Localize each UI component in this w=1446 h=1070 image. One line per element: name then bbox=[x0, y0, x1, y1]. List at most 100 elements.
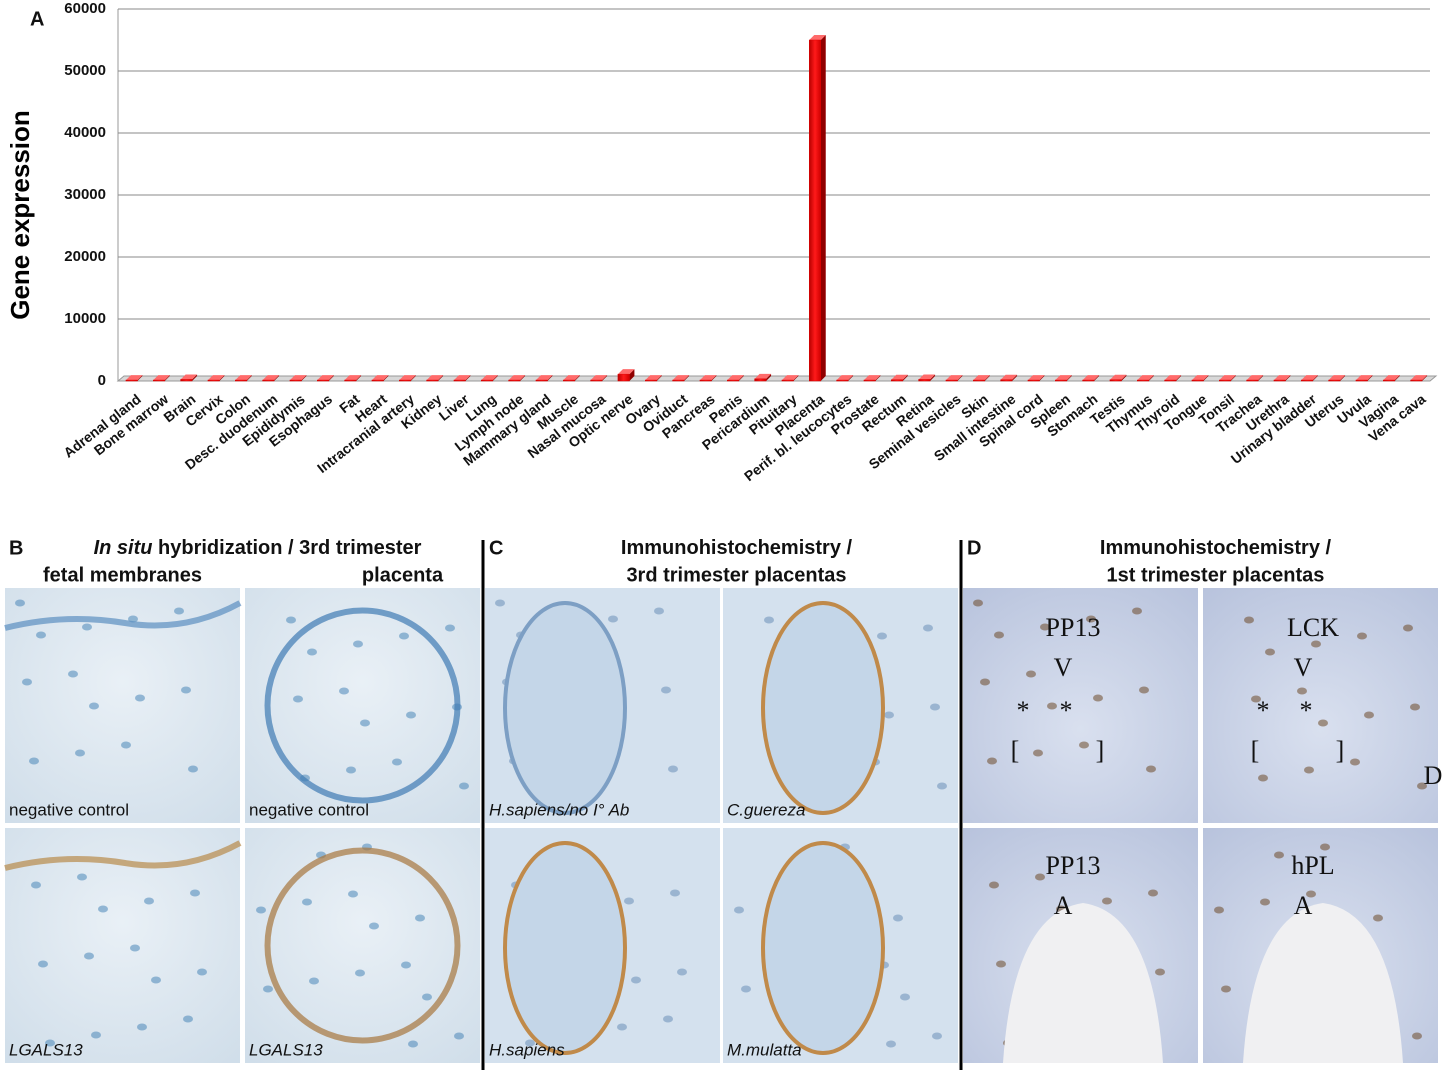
cell bbox=[893, 914, 903, 922]
bar-side bbox=[1340, 375, 1346, 381]
bar bbox=[153, 379, 165, 382]
cell bbox=[654, 607, 664, 615]
bar-top bbox=[1164, 375, 1182, 381]
bar bbox=[481, 379, 493, 382]
cell bbox=[764, 616, 774, 624]
image-caption: C.guereza bbox=[727, 800, 805, 819]
bar-side bbox=[1258, 375, 1264, 381]
bar bbox=[1137, 379, 1149, 382]
cell bbox=[987, 757, 997, 765]
bar-top bbox=[453, 375, 471, 381]
bar bbox=[535, 379, 548, 382]
cell bbox=[1373, 914, 1383, 922]
cell bbox=[309, 977, 319, 985]
cell bbox=[144, 897, 154, 905]
villus bbox=[264, 847, 461, 1044]
cell bbox=[369, 922, 379, 930]
cell bbox=[307, 648, 317, 656]
cell bbox=[346, 766, 356, 774]
y-tick-label: 60000 bbox=[64, 0, 106, 17]
cell bbox=[1357, 632, 1367, 640]
cell bbox=[302, 898, 312, 906]
bar-side bbox=[711, 375, 717, 381]
cell bbox=[38, 960, 48, 968]
bar-side bbox=[930, 374, 936, 381]
cell bbox=[937, 782, 947, 790]
bar bbox=[617, 373, 630, 382]
bar bbox=[453, 379, 466, 382]
cell bbox=[1148, 889, 1158, 897]
bar bbox=[1109, 379, 1122, 382]
villus bbox=[761, 601, 885, 815]
cell bbox=[980, 678, 990, 686]
cell bbox=[1047, 702, 1057, 710]
cell bbox=[1155, 968, 1165, 976]
cell bbox=[1146, 765, 1156, 773]
cell bbox=[286, 616, 296, 624]
cell bbox=[128, 615, 138, 623]
cell bbox=[1221, 985, 1231, 993]
bar-top bbox=[180, 374, 198, 380]
bar-top bbox=[508, 375, 526, 381]
image-caption: LGALS13 bbox=[249, 1040, 323, 1059]
cell bbox=[1403, 624, 1413, 632]
bar-top bbox=[426, 375, 444, 381]
bar bbox=[317, 379, 329, 382]
cell bbox=[1026, 670, 1036, 678]
cell bbox=[1102, 897, 1112, 905]
cell bbox=[1304, 766, 1314, 774]
cell bbox=[181, 686, 191, 694]
bar bbox=[1410, 379, 1423, 382]
bar-side bbox=[984, 375, 990, 381]
cell bbox=[495, 599, 505, 607]
title-part: Immunohistochemistry / bbox=[1100, 537, 1332, 559]
bar-top bbox=[727, 375, 744, 381]
bar bbox=[863, 379, 876, 382]
y-tick-label: 50000 bbox=[64, 62, 106, 79]
cell bbox=[1258, 774, 1268, 782]
cell bbox=[884, 711, 894, 719]
bar-side bbox=[656, 375, 662, 381]
image-label: D bbox=[1424, 761, 1443, 790]
cell bbox=[1311, 640, 1321, 648]
cell bbox=[1417, 782, 1427, 790]
bar-side bbox=[410, 375, 416, 381]
cell bbox=[151, 976, 161, 984]
bar bbox=[973, 379, 985, 382]
bar-top bbox=[1000, 374, 1018, 380]
cell bbox=[293, 695, 303, 703]
bar-side bbox=[246, 375, 252, 381]
bar bbox=[262, 379, 275, 382]
cell bbox=[454, 1032, 464, 1040]
image-label: ] bbox=[1336, 736, 1345, 765]
bar-side bbox=[1230, 375, 1236, 381]
cell bbox=[121, 741, 131, 749]
cell bbox=[930, 703, 940, 711]
cell bbox=[1297, 687, 1307, 695]
cell bbox=[174, 607, 184, 615]
cell bbox=[1035, 873, 1045, 881]
bar bbox=[754, 378, 767, 382]
cell bbox=[15, 599, 25, 607]
image-caption: H.sapiens/no I° Ab bbox=[489, 800, 629, 819]
image-label: * bbox=[1060, 696, 1073, 725]
micrograph bbox=[963, 588, 1198, 823]
cell bbox=[1320, 843, 1330, 851]
villus bbox=[503, 841, 627, 1055]
bar-top bbox=[317, 375, 334, 381]
bar bbox=[727, 379, 739, 382]
bar bbox=[1000, 379, 1013, 382]
bar-side bbox=[684, 375, 690, 381]
bar bbox=[590, 379, 603, 382]
bar-side bbox=[1394, 375, 1400, 381]
title-part: Immunohistochemistry / bbox=[621, 537, 853, 559]
bar-top bbox=[153, 375, 170, 381]
bar-top bbox=[672, 375, 690, 381]
bar-top bbox=[1383, 375, 1400, 381]
cell bbox=[1244, 616, 1254, 624]
bar bbox=[1219, 379, 1231, 382]
bar-top bbox=[891, 374, 908, 380]
cell bbox=[183, 1015, 193, 1023]
bar-side bbox=[192, 374, 198, 381]
image-caption: negative control bbox=[249, 800, 369, 819]
